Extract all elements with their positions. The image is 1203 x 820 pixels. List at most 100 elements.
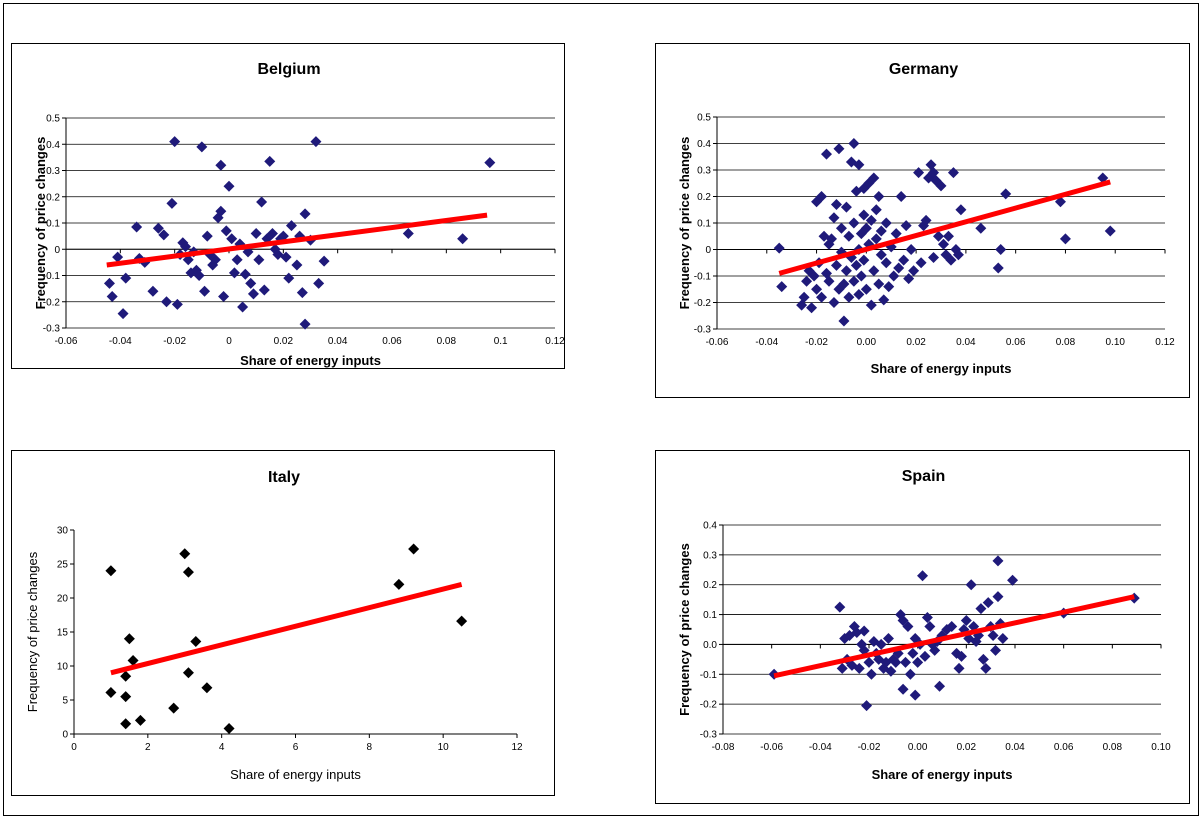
data-point xyxy=(248,288,259,299)
x-tick-label: 0.10 xyxy=(1105,337,1125,348)
x-tick-label: -0.04 xyxy=(755,337,778,348)
x-tick-label: -0.02 xyxy=(858,742,881,753)
data-point xyxy=(286,220,297,231)
data-point xyxy=(861,700,872,711)
x-tick-label: 0.1 xyxy=(494,336,508,347)
data-point xyxy=(917,570,928,581)
data-point xyxy=(179,548,190,559)
data-point xyxy=(836,223,847,234)
x-tick-label: 0.00 xyxy=(908,742,928,753)
data-point xyxy=(300,208,311,219)
data-point xyxy=(955,204,966,215)
data-point xyxy=(201,682,212,693)
x-tick-label: 0.04 xyxy=(956,337,976,348)
data-point xyxy=(259,284,270,295)
data-point xyxy=(913,167,924,178)
data-point xyxy=(980,663,991,674)
data-point xyxy=(859,625,870,636)
data-point xyxy=(232,254,243,265)
y-tick-label: 10 xyxy=(57,662,69,673)
data-point xyxy=(1105,225,1116,236)
data-point xyxy=(934,681,945,692)
data-point xyxy=(135,715,146,726)
data-point xyxy=(922,612,933,623)
chart-title: Germany xyxy=(889,61,958,78)
chart-panel-belgium: Belgium -0.06 -0.04 -0.02 0 0.02 0.04 0.06 0.08 0… xyxy=(11,43,565,369)
data-point xyxy=(310,136,321,147)
data-point xyxy=(831,260,842,271)
x-tick-label: 0.12 xyxy=(545,336,565,347)
data-point xyxy=(224,181,235,192)
data-point xyxy=(841,265,852,276)
data-point xyxy=(905,669,916,680)
data-point xyxy=(313,278,324,289)
data-point xyxy=(907,648,918,659)
y-tick-label: 0.2 xyxy=(697,192,711,203)
y-tick-label: -0.3 xyxy=(700,730,718,741)
y-tick-label: 0.1 xyxy=(46,219,60,230)
data-point xyxy=(828,212,839,223)
data-point xyxy=(873,278,884,289)
data-point xyxy=(774,243,785,254)
data-point xyxy=(161,296,172,307)
x-tick-label: 0.00 xyxy=(857,337,877,348)
data-point xyxy=(806,302,817,313)
x-tick-label: 0.06 xyxy=(382,336,402,347)
data-point xyxy=(992,555,1003,566)
chart-title: Italy xyxy=(268,469,300,486)
data-point xyxy=(868,265,879,276)
data-point xyxy=(283,273,294,284)
data-point xyxy=(118,308,129,319)
data-point xyxy=(948,167,959,178)
x-tick-label: 0.02 xyxy=(957,742,977,753)
x-tick-label: -0.06 xyxy=(706,337,729,348)
data-point xyxy=(988,630,999,641)
data-point xyxy=(1000,188,1011,199)
data-point xyxy=(245,278,256,289)
x-axis-label: Share of energy inputs xyxy=(230,767,361,782)
data-point xyxy=(975,603,986,614)
data-point xyxy=(866,669,877,680)
data-point xyxy=(864,657,875,668)
data-point xyxy=(147,286,158,297)
data-point xyxy=(821,149,832,160)
x-tick-label: 12 xyxy=(511,742,523,753)
data-point xyxy=(833,143,844,154)
data-point xyxy=(919,651,930,662)
data-point xyxy=(843,292,854,303)
y-tick-label: 0.3 xyxy=(46,166,60,177)
data-point xyxy=(105,565,116,576)
data-point xyxy=(199,286,210,297)
y-tick-label: -0.1 xyxy=(700,670,718,681)
data-point xyxy=(120,718,131,729)
data-point xyxy=(954,663,965,674)
x-tick-label: 0.04 xyxy=(328,336,348,347)
x-axis-label: Share of energy inputs xyxy=(872,767,1013,782)
data-point xyxy=(843,231,854,242)
data-point xyxy=(218,291,229,302)
y-axis-label: Frequency of price changes xyxy=(677,137,692,310)
y-tick-label: 0.4 xyxy=(703,521,717,532)
data-point xyxy=(896,191,907,202)
data-point xyxy=(900,657,911,668)
x-tick-label: 0.06 xyxy=(1006,337,1026,348)
data-point xyxy=(841,202,852,213)
data-point xyxy=(408,544,419,555)
y-tick-label: -0.3 xyxy=(694,325,712,336)
x-tick-label: -0.02 xyxy=(805,337,828,348)
chart-belgium: Belgium -0.06 -0.04 -0.02 0 0.02 0.04 0.06 0.08 0… xyxy=(12,44,566,370)
data-point xyxy=(215,160,226,171)
y-tick-label: 0.1 xyxy=(703,610,717,621)
x-tick-label: -0.04 xyxy=(109,336,132,347)
data-point xyxy=(1007,575,1018,586)
data-point xyxy=(457,233,468,244)
data-point xyxy=(264,156,275,167)
x-tick-label: -0.06 xyxy=(55,336,78,347)
chart-title: Spain xyxy=(902,468,946,485)
data-point xyxy=(169,136,180,147)
x-axis-label: Share of energy inputs xyxy=(871,361,1012,376)
data-point xyxy=(873,191,884,202)
data-point xyxy=(992,591,1003,602)
data-point xyxy=(226,233,237,244)
y-tick-label: -0.2 xyxy=(694,298,712,309)
